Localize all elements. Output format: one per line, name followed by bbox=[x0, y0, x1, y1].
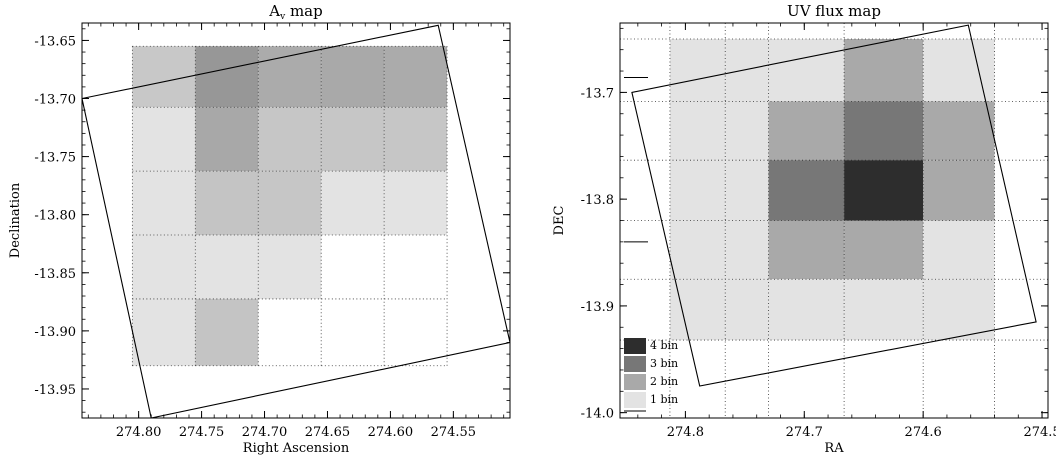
x-tick-label: 274.80 bbox=[116, 425, 162, 440]
heatmap-cell bbox=[844, 39, 924, 102]
y-tick-label: -13.75 bbox=[34, 151, 76, 166]
heatmap-cell bbox=[132, 298, 196, 366]
y-tick-label: -13.95 bbox=[34, 383, 76, 398]
av-map-panel: 274.80 274.75 274.70 274.65 274.60 274.55 -13.… bbox=[8, 2, 511, 456]
y-axis-title: Declination bbox=[8, 182, 23, 258]
heatmap-cell bbox=[195, 46, 259, 108]
heatmap-cell bbox=[384, 107, 448, 172]
heatmap-cell bbox=[923, 220, 995, 280]
heatmap-cell bbox=[768, 101, 845, 161]
x-tick-label: 274.60 bbox=[368, 425, 414, 440]
heatmap-cell bbox=[768, 160, 845, 221]
heatmap-cell bbox=[384, 46, 448, 108]
chart-title-main: A bbox=[268, 2, 280, 20]
y-tick-label: -14.0 bbox=[581, 407, 614, 422]
plot-area bbox=[82, 24, 510, 418]
heatmap-cell bbox=[725, 220, 769, 280]
heatmap-cell bbox=[321, 46, 385, 108]
x-tick-label: 274.7 bbox=[786, 425, 823, 440]
heatmap-cell bbox=[195, 235, 259, 299]
legend-swatch bbox=[624, 374, 646, 390]
heatmap-cell bbox=[258, 235, 322, 299]
heatmap-cell bbox=[384, 171, 448, 236]
x-tick-label: 274.8 bbox=[667, 425, 704, 440]
heatmap-cell bbox=[132, 171, 196, 236]
heatmap-cell bbox=[258, 171, 322, 236]
y-tick-label: -13.65 bbox=[34, 34, 76, 49]
legend-label: 1 bin bbox=[650, 393, 678, 406]
heatmap-cell bbox=[669, 39, 726, 102]
heatmap-cell bbox=[321, 107, 385, 172]
heatmap-cell bbox=[844, 160, 924, 221]
heatmap-cell bbox=[844, 279, 924, 341]
uv-flux-map-panel: 274.8 274.7 274.6 274.5 -13.7 -13.8 -13.9 -14.0… bbox=[552, 2, 1056, 456]
legend-swatch bbox=[624, 392, 646, 408]
heatmap-cell bbox=[669, 101, 726, 161]
heatmap-cell bbox=[725, 101, 769, 161]
chart-title-subscript: v bbox=[279, 12, 286, 22]
heatmap-cell bbox=[258, 107, 322, 172]
y-tick-label: -13.7 bbox=[581, 86, 614, 101]
x-tick-label: 274.55 bbox=[431, 425, 477, 440]
heatmap-cell bbox=[725, 279, 769, 341]
x-axis-title: RA bbox=[824, 441, 844, 456]
heatmap-cell bbox=[768, 220, 845, 280]
x-tick-label: 274.75 bbox=[179, 425, 225, 440]
x-tick-label: 274.6 bbox=[905, 425, 942, 440]
heatmap-cell bbox=[258, 46, 322, 108]
x-tick-label: 274.5 bbox=[1023, 425, 1056, 440]
heatmap-cell bbox=[195, 298, 259, 366]
heatmap-cell bbox=[725, 39, 769, 102]
heatmap-cell bbox=[844, 101, 924, 161]
chart-title: UV flux map bbox=[787, 2, 881, 20]
y-tick-label: -13.9 bbox=[581, 300, 614, 315]
chart-title-suffix: map bbox=[285, 2, 323, 20]
legend-swatch bbox=[624, 338, 646, 354]
heatmap-cell bbox=[669, 220, 726, 280]
heatmap-cell bbox=[923, 101, 995, 161]
x-axis-title: Right Ascension bbox=[243, 441, 350, 456]
legend-label: 2 bin bbox=[650, 375, 678, 388]
field-footprint bbox=[82, 24, 510, 418]
x-tick-label: 274.65 bbox=[305, 425, 351, 440]
y-tick-label: -13.90 bbox=[34, 325, 76, 340]
y-tick-label: -13.70 bbox=[34, 93, 76, 108]
heatmap-cell bbox=[132, 235, 196, 299]
heatmap-cell bbox=[669, 160, 726, 221]
heatmap-cell bbox=[321, 171, 385, 236]
y-tick-label: -13.85 bbox=[34, 267, 76, 282]
plot-frame bbox=[81, 22, 511, 419]
legend-swatch bbox=[624, 356, 646, 372]
y-axis-title: DEC bbox=[552, 206, 567, 236]
heatmap-cell bbox=[768, 39, 845, 102]
heatmap-cell bbox=[923, 39, 995, 102]
heatmap-cell bbox=[132, 46, 196, 108]
heatmap-cell bbox=[725, 160, 769, 221]
heatmap-cell bbox=[844, 220, 924, 280]
y-tick-label: -13.80 bbox=[34, 209, 76, 224]
field-footprint bbox=[631, 24, 1037, 387]
heatmap-cell bbox=[923, 160, 995, 221]
legend-label: 3 bin bbox=[650, 357, 678, 370]
legend-label: 4 bin bbox=[650, 339, 678, 352]
heatmap-cell bbox=[923, 279, 995, 341]
heatmap-cell bbox=[768, 279, 845, 341]
heatmap-cell bbox=[669, 279, 726, 341]
x-tick-label: 274.70 bbox=[242, 425, 288, 440]
heatmap-cell bbox=[195, 171, 259, 236]
y-tick-label: -13.8 bbox=[581, 193, 614, 208]
chart-title: Av map bbox=[268, 2, 322, 22]
heatmap-cell bbox=[132, 107, 196, 172]
heatmap-cell bbox=[195, 107, 259, 172]
plot-area bbox=[620, 23, 1048, 418]
